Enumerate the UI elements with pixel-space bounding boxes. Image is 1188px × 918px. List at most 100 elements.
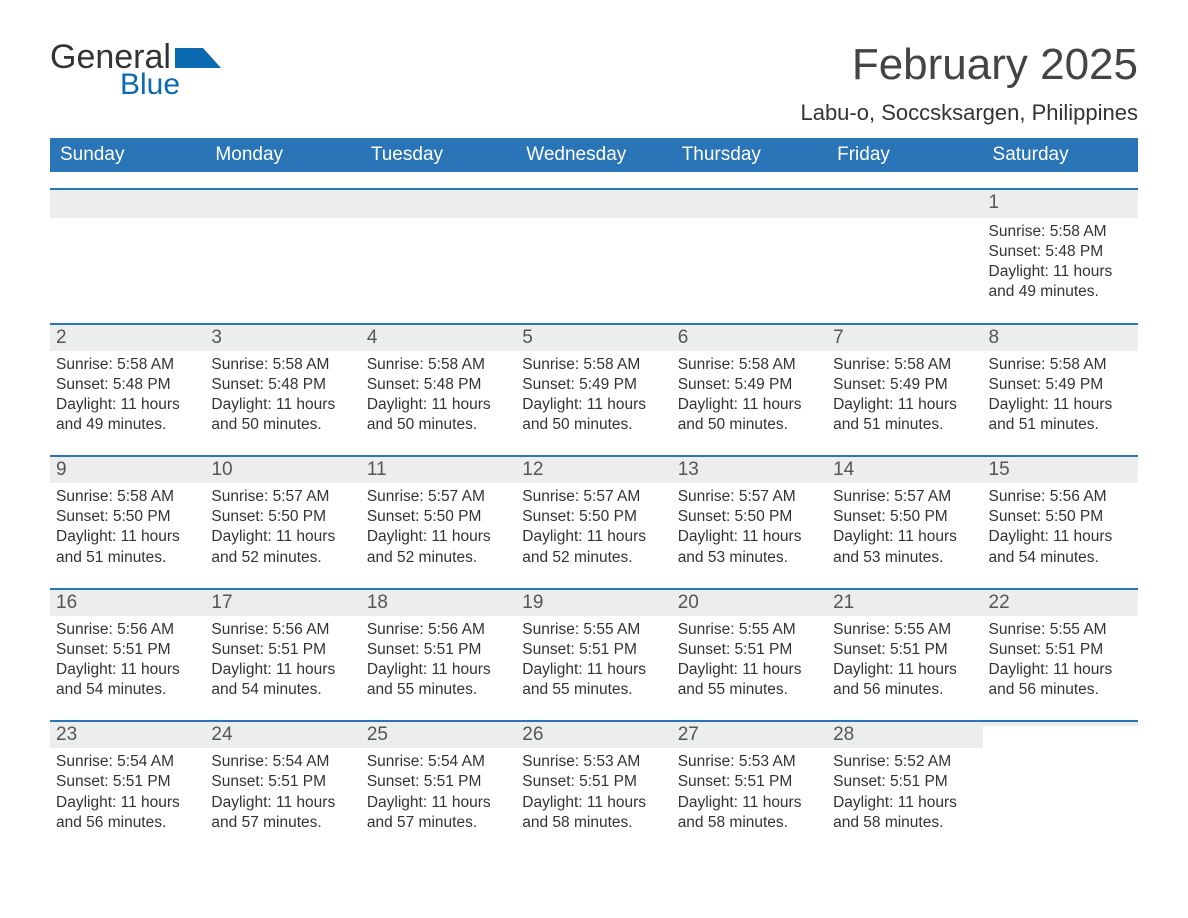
day-number: 15 bbox=[983, 457, 1138, 483]
sunrise-text: Sunrise: 5:58 AM bbox=[56, 487, 199, 507]
day-number: 20 bbox=[672, 590, 827, 616]
daylight-text: Daylight: 11 hours and 52 minutes. bbox=[367, 527, 510, 567]
sunrise-text: Sunrise: 5:55 AM bbox=[678, 620, 821, 640]
day-body: Sunrise: 5:57 AM Sunset: 5:50 PM Dayligh… bbox=[211, 487, 354, 568]
page-header: General Blue February 2025 Labu-o, Soccs… bbox=[50, 40, 1138, 126]
calendar-grid: Sunday Monday Tuesday Wednesday Thursday… bbox=[50, 138, 1138, 837]
sunset-text: Sunset: 5:48 PM bbox=[367, 375, 510, 395]
day-number bbox=[516, 190, 671, 218]
day-cell: 23 Sunrise: 5:54 AM Sunset: 5:51 PM Dayl… bbox=[50, 722, 205, 837]
day-body: Sunrise: 5:56 AM Sunset: 5:51 PM Dayligh… bbox=[367, 620, 510, 701]
day-cell: 14 Sunrise: 5:57 AM Sunset: 5:50 PM Dayl… bbox=[827, 457, 982, 572]
location-text: Labu-o, Soccsksargen, Philippines bbox=[800, 100, 1138, 126]
day-cell: 25 Sunrise: 5:54 AM Sunset: 5:51 PM Dayl… bbox=[361, 722, 516, 837]
day-cell: 27 Sunrise: 5:53 AM Sunset: 5:51 PM Dayl… bbox=[672, 722, 827, 837]
sunrise-text: Sunrise: 5:53 AM bbox=[678, 752, 821, 772]
day-cell: 20 Sunrise: 5:55 AM Sunset: 5:51 PM Dayl… bbox=[672, 590, 827, 705]
week-row: 2 Sunrise: 5:58 AM Sunset: 5:48 PM Dayli… bbox=[50, 323, 1138, 440]
sunrise-text: Sunrise: 5:58 AM bbox=[522, 355, 665, 375]
day-body: Sunrise: 5:58 AM Sunset: 5:49 PM Dayligh… bbox=[989, 355, 1132, 436]
day-cell: 3 Sunrise: 5:58 AM Sunset: 5:48 PM Dayli… bbox=[205, 325, 360, 440]
sunset-text: Sunset: 5:51 PM bbox=[367, 640, 510, 660]
day-cell: 26 Sunrise: 5:53 AM Sunset: 5:51 PM Dayl… bbox=[516, 722, 671, 837]
sunset-text: Sunset: 5:51 PM bbox=[56, 772, 199, 792]
daylight-text: Daylight: 11 hours and 51 minutes. bbox=[833, 395, 976, 435]
day-body: Sunrise: 5:58 AM Sunset: 5:48 PM Dayligh… bbox=[989, 222, 1132, 303]
logo-text-blue: Blue bbox=[120, 70, 221, 100]
sunrise-text: Sunrise: 5:58 AM bbox=[989, 222, 1132, 242]
sunrise-text: Sunrise: 5:57 AM bbox=[522, 487, 665, 507]
day-number: 12 bbox=[516, 457, 671, 483]
day-cell: 15 Sunrise: 5:56 AM Sunset: 5:50 PM Dayl… bbox=[983, 457, 1138, 572]
day-body: Sunrise: 5:58 AM Sunset: 5:49 PM Dayligh… bbox=[833, 355, 976, 436]
daylight-text: Daylight: 11 hours and 57 minutes. bbox=[367, 793, 510, 833]
day-body: Sunrise: 5:58 AM Sunset: 5:48 PM Dayligh… bbox=[367, 355, 510, 436]
sunset-text: Sunset: 5:51 PM bbox=[367, 772, 510, 792]
day-body: Sunrise: 5:57 AM Sunset: 5:50 PM Dayligh… bbox=[678, 487, 821, 568]
sunrise-text: Sunrise: 5:54 AM bbox=[211, 752, 354, 772]
day-cell: 16 Sunrise: 5:56 AM Sunset: 5:51 PM Dayl… bbox=[50, 590, 205, 705]
day-body: Sunrise: 5:55 AM Sunset: 5:51 PM Dayligh… bbox=[522, 620, 665, 701]
daylight-text: Daylight: 11 hours and 55 minutes. bbox=[367, 660, 510, 700]
sunset-text: Sunset: 5:51 PM bbox=[678, 772, 821, 792]
day-number: 2 bbox=[50, 325, 205, 351]
daylight-text: Daylight: 11 hours and 54 minutes. bbox=[56, 660, 199, 700]
daylight-text: Daylight: 11 hours and 58 minutes. bbox=[833, 793, 976, 833]
day-header-row: Sunday Monday Tuesday Wednesday Thursday… bbox=[50, 138, 1138, 172]
day-number: 7 bbox=[827, 325, 982, 351]
day-cell bbox=[827, 190, 982, 307]
sunrise-text: Sunrise: 5:58 AM bbox=[989, 355, 1132, 375]
sunrise-text: Sunrise: 5:58 AM bbox=[367, 355, 510, 375]
day-header-saturday: Saturday bbox=[983, 138, 1138, 172]
daylight-text: Daylight: 11 hours and 50 minutes. bbox=[367, 395, 510, 435]
daylight-text: Daylight: 11 hours and 58 minutes. bbox=[522, 793, 665, 833]
day-body: Sunrise: 5:58 AM Sunset: 5:50 PM Dayligh… bbox=[56, 487, 199, 568]
sunset-text: Sunset: 5:51 PM bbox=[56, 640, 199, 660]
sunset-text: Sunset: 5:49 PM bbox=[833, 375, 976, 395]
daylight-text: Daylight: 11 hours and 52 minutes. bbox=[522, 527, 665, 567]
day-number: 5 bbox=[516, 325, 671, 351]
daylight-text: Daylight: 11 hours and 49 minutes. bbox=[989, 262, 1132, 302]
sunset-text: Sunset: 5:51 PM bbox=[211, 640, 354, 660]
daylight-text: Daylight: 11 hours and 58 minutes. bbox=[678, 793, 821, 833]
daylight-text: Daylight: 11 hours and 52 minutes. bbox=[211, 527, 354, 567]
day-cell bbox=[672, 190, 827, 307]
flag-icon bbox=[175, 40, 221, 74]
day-body: Sunrise: 5:57 AM Sunset: 5:50 PM Dayligh… bbox=[367, 487, 510, 568]
sunset-text: Sunset: 5:51 PM bbox=[989, 640, 1132, 660]
sunrise-text: Sunrise: 5:58 AM bbox=[56, 355, 199, 375]
day-header-friday: Friday bbox=[827, 138, 982, 172]
day-cell: 8 Sunrise: 5:58 AM Sunset: 5:49 PM Dayli… bbox=[983, 325, 1138, 440]
daylight-text: Daylight: 11 hours and 56 minutes. bbox=[833, 660, 976, 700]
day-number: 18 bbox=[361, 590, 516, 616]
day-body: Sunrise: 5:54 AM Sunset: 5:51 PM Dayligh… bbox=[211, 752, 354, 833]
day-number: 28 bbox=[827, 722, 982, 748]
daylight-text: Daylight: 11 hours and 49 minutes. bbox=[56, 395, 199, 435]
day-number: 21 bbox=[827, 590, 982, 616]
day-number: 26 bbox=[516, 722, 671, 748]
day-cell: 24 Sunrise: 5:54 AM Sunset: 5:51 PM Dayl… bbox=[205, 722, 360, 837]
sunrise-text: Sunrise: 5:56 AM bbox=[989, 487, 1132, 507]
sunset-text: Sunset: 5:51 PM bbox=[522, 640, 665, 660]
day-body: Sunrise: 5:53 AM Sunset: 5:51 PM Dayligh… bbox=[678, 752, 821, 833]
sunrise-text: Sunrise: 5:54 AM bbox=[367, 752, 510, 772]
day-cell: 12 Sunrise: 5:57 AM Sunset: 5:50 PM Dayl… bbox=[516, 457, 671, 572]
sunrise-text: Sunrise: 5:54 AM bbox=[56, 752, 199, 772]
day-cell: 7 Sunrise: 5:58 AM Sunset: 5:49 PM Dayli… bbox=[827, 325, 982, 440]
sunset-text: Sunset: 5:50 PM bbox=[522, 507, 665, 527]
day-number: 3 bbox=[205, 325, 360, 351]
day-body: Sunrise: 5:56 AM Sunset: 5:50 PM Dayligh… bbox=[989, 487, 1132, 568]
sunrise-text: Sunrise: 5:53 AM bbox=[522, 752, 665, 772]
day-number bbox=[827, 190, 982, 218]
day-header-thursday: Thursday bbox=[672, 138, 827, 172]
sunset-text: Sunset: 5:51 PM bbox=[833, 640, 976, 660]
day-number: 4 bbox=[361, 325, 516, 351]
day-cell bbox=[983, 722, 1138, 837]
sunset-text: Sunset: 5:48 PM bbox=[211, 375, 354, 395]
day-body: Sunrise: 5:55 AM Sunset: 5:51 PM Dayligh… bbox=[989, 620, 1132, 701]
week-row: 16 Sunrise: 5:56 AM Sunset: 5:51 PM Dayl… bbox=[50, 588, 1138, 705]
sunrise-text: Sunrise: 5:58 AM bbox=[211, 355, 354, 375]
sunset-text: Sunset: 5:49 PM bbox=[522, 375, 665, 395]
day-cell: 4 Sunrise: 5:58 AM Sunset: 5:48 PM Dayli… bbox=[361, 325, 516, 440]
day-cell: 18 Sunrise: 5:56 AM Sunset: 5:51 PM Dayl… bbox=[361, 590, 516, 705]
